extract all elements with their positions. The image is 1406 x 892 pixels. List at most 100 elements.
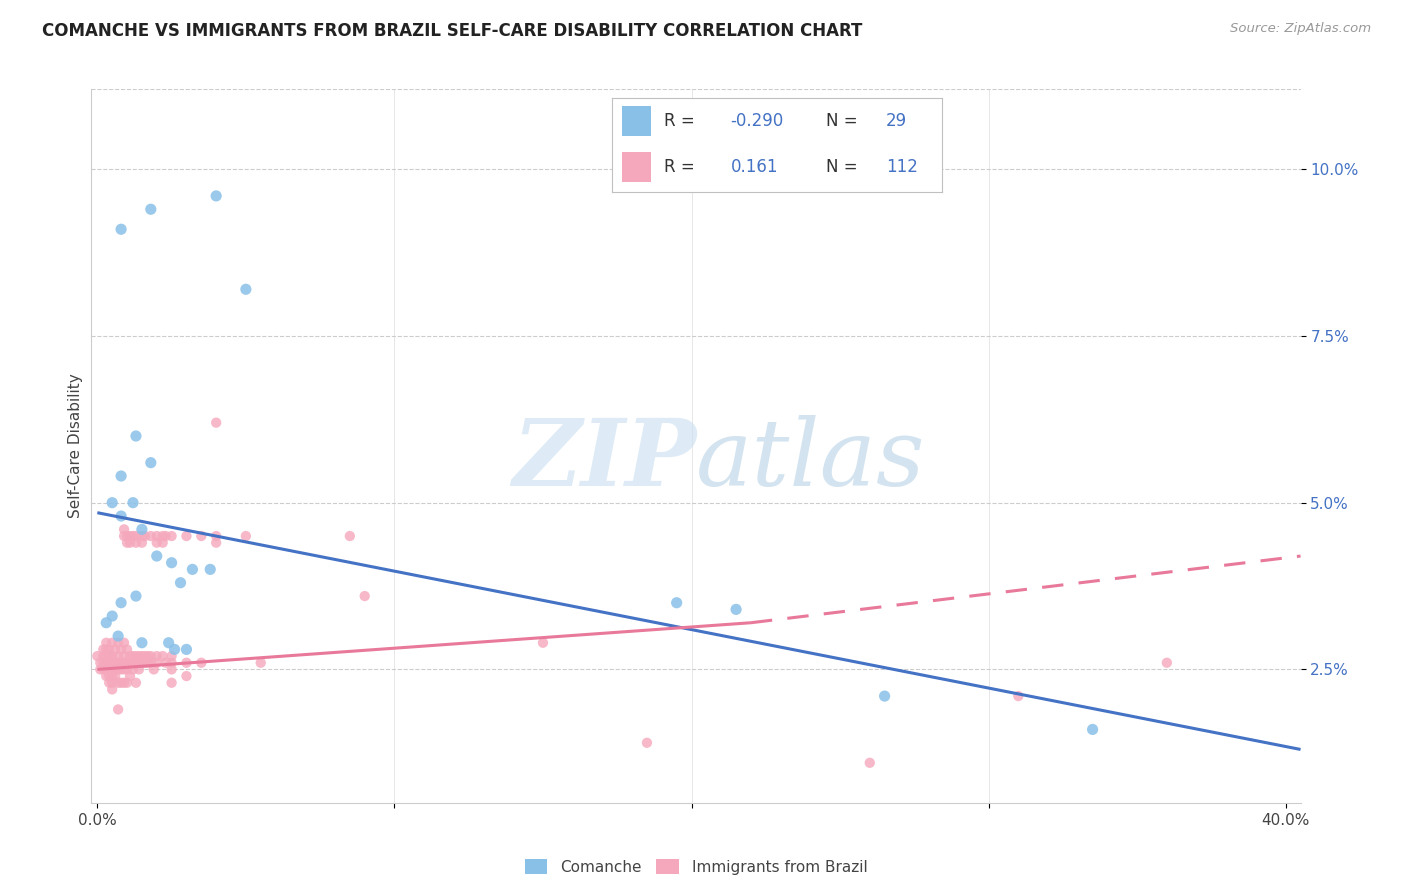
Text: Source: ZipAtlas.com: Source: ZipAtlas.com [1230,22,1371,36]
Point [86,649,108,664]
Point [131,535,153,549]
Point [134,649,156,664]
Point [122,649,145,664]
Point [89,662,111,676]
Point [101,649,124,664]
Point [205,416,228,430]
Point [181,562,204,576]
Point [125,589,148,603]
Point [142,662,165,676]
Point [131,649,153,664]
Point [128,656,150,670]
Point [96,662,118,676]
Point [110,222,132,236]
Point [636,736,658,750]
Point [155,656,177,670]
Point [155,529,177,543]
Text: N =: N = [827,112,863,129]
Point [104,669,127,683]
Point [205,529,228,543]
Point [115,662,138,676]
Point [122,496,145,510]
Point [115,675,138,690]
Point [176,642,198,657]
Point [118,529,141,543]
Point [98,662,121,676]
Point [139,202,162,217]
Point [200,562,222,576]
Point [115,642,138,657]
Point [107,649,129,664]
Text: N =: N = [827,159,863,177]
Bar [621,153,651,183]
Point [91,656,114,670]
Point [131,636,153,650]
Bar [621,105,651,136]
Point [235,282,257,296]
Point [136,656,159,670]
Point [139,656,162,670]
Legend: Comanche, Immigrants from Brazil: Comanche, Immigrants from Brazil [519,853,873,880]
Point [145,649,167,664]
Point [115,535,138,549]
Point [101,675,124,690]
Point [134,656,156,670]
Point [131,656,153,670]
Point [139,456,162,470]
Point [107,629,129,643]
Point [96,642,118,657]
Point [1156,656,1178,670]
Point [101,682,124,697]
Point [145,535,167,549]
Point [665,596,688,610]
Point [110,642,132,657]
Point [128,662,150,676]
Point [249,656,271,670]
Point [96,656,118,670]
Text: 29: 29 [886,112,907,129]
Text: R =: R = [665,159,700,177]
Point [235,529,257,543]
Point [98,669,121,683]
Point [107,675,129,690]
Point [112,649,135,664]
Point [145,529,167,543]
Point [91,662,114,676]
Point [96,649,118,664]
Point [112,675,135,690]
Point [110,509,132,524]
Point [98,649,121,664]
Point [101,669,124,683]
Point [125,529,148,543]
Point [131,522,153,536]
Point [91,642,114,657]
Point [112,529,135,543]
Point [125,675,148,690]
Point [1081,723,1104,737]
Point [169,575,191,590]
Point [101,636,124,650]
Point [152,535,174,549]
Point [160,529,183,543]
Point [160,649,183,664]
Text: -0.290: -0.290 [731,112,783,129]
Point [98,656,121,670]
Point [125,649,148,664]
Point [131,529,153,543]
Point [125,535,148,549]
Text: COMANCHE VS IMMIGRANTS FROM BRAZIL SELF-CARE DISABILITY CORRELATION CHART: COMANCHE VS IMMIGRANTS FROM BRAZIL SELF-… [42,22,862,40]
Point [115,529,138,543]
Point [101,609,124,624]
Point [122,656,145,670]
Point [160,675,183,690]
Point [139,649,162,664]
Text: 112: 112 [886,159,918,177]
Point [145,549,167,563]
Point [859,756,882,770]
Point [112,662,135,676]
Point [118,649,141,664]
Y-axis label: Self-Care Disability: Self-Care Disability [67,374,83,518]
Point [110,662,132,676]
Point [160,656,183,670]
Point [110,675,132,690]
